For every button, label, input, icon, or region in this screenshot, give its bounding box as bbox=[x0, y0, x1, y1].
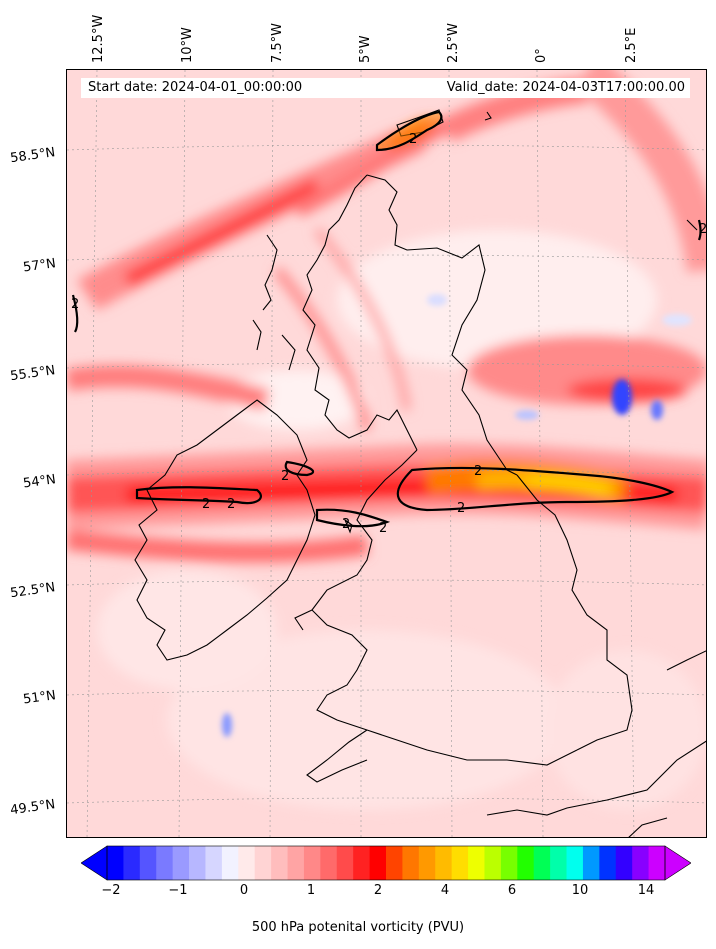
colorbar-cell bbox=[402, 846, 420, 880]
lat-label-52.5n: 52.5°N bbox=[9, 580, 57, 602]
colorbar-cell bbox=[336, 846, 354, 880]
colorbar-cell bbox=[123, 846, 141, 880]
colorbar-cell bbox=[303, 846, 321, 880]
colorbar-cell bbox=[435, 846, 453, 880]
contour-label-2: 2 bbox=[409, 132, 417, 147]
lon-label-2.5e: 2.5°E bbox=[624, 27, 639, 63]
colorbar-outline bbox=[106, 845, 666, 881]
colorbar-under-arrow bbox=[81, 845, 108, 881]
colorbar bbox=[81, 845, 691, 881]
colorbar-cell bbox=[648, 846, 666, 880]
colorbar-cell bbox=[139, 846, 157, 880]
pv-field-map: 2 2 2 2 2 2 2 2 2 2 bbox=[67, 70, 707, 837]
colorbar-cell bbox=[533, 846, 551, 880]
colorbar-cell bbox=[353, 846, 371, 880]
colorbar-tick-label: 14 bbox=[637, 883, 655, 898]
lon-label-0: 0° bbox=[534, 48, 549, 63]
negative-pv-patches bbox=[222, 294, 692, 737]
contour-label-2: 2 bbox=[342, 517, 350, 532]
colorbar-cell bbox=[172, 846, 190, 880]
lon-label-10w: 10°W bbox=[180, 27, 195, 63]
colorbar-over-arrow bbox=[664, 845, 691, 881]
colorbar-cell bbox=[254, 846, 272, 880]
lon-label-5w: 5°W bbox=[358, 35, 373, 63]
colorbar-title: 500 hPa potenital vorticity (PVU) bbox=[251, 920, 465, 935]
contour-label-2: 2 bbox=[457, 501, 465, 516]
contour-label-2: 2 bbox=[699, 222, 707, 237]
lat-label-55.5n: 55.5°N bbox=[9, 363, 57, 385]
colorbar-tick-label: 10 bbox=[571, 883, 589, 898]
coastlines bbox=[134, 109, 706, 837]
colorbar-cell bbox=[386, 846, 403, 880]
contour-label-2: 2 bbox=[281, 469, 289, 484]
colorbar-cells bbox=[107, 846, 666, 880]
colorbar-cell bbox=[107, 846, 124, 880]
pv-contours bbox=[71, 110, 702, 528]
colorbar-cell bbox=[156, 846, 174, 880]
colorbar-cell bbox=[451, 846, 469, 880]
colorbar-cell bbox=[500, 846, 518, 880]
date-info-box: Start date: 2024-04-01_00:00:00 Valid_da… bbox=[81, 78, 690, 98]
colorbar-cell bbox=[599, 846, 617, 880]
lat-label-49.5n: 49.5°N bbox=[9, 797, 57, 819]
colorbar-cell bbox=[566, 846, 584, 880]
colorbar-cell bbox=[189, 846, 206, 880]
colorbar-cell bbox=[582, 846, 600, 880]
colorbar-cell bbox=[221, 846, 239, 880]
contour-label-2: 2 bbox=[379, 521, 387, 536]
colorbar-cell bbox=[517, 846, 535, 880]
colorbar-cell bbox=[320, 846, 338, 880]
colorbar-tick-label: 6 bbox=[507, 883, 517, 898]
colorbar-cell bbox=[632, 846, 650, 880]
colorbar-cell bbox=[550, 846, 568, 880]
lat-label-58.5n: 58.5°N bbox=[9, 145, 57, 167]
colorbar-cell bbox=[369, 846, 387, 880]
lon-label-12.5w: 12.5°W bbox=[91, 14, 106, 63]
colorbar-cell bbox=[484, 846, 502, 880]
colorbar-cell bbox=[418, 846, 436, 880]
contour-label-2: 2 bbox=[71, 297, 79, 312]
contour-label-2: 2 bbox=[474, 464, 482, 479]
lat-label-51n: 51°N bbox=[22, 688, 57, 708]
contour-label-2: 2 bbox=[202, 497, 210, 512]
lon-label-7.5w: 7.5°W bbox=[270, 22, 285, 63]
graticule bbox=[67, 70, 706, 837]
lat-label-57n: 57°N bbox=[22, 256, 57, 276]
colorbar-cell bbox=[238, 846, 256, 880]
colorbar-tick-label: −1 bbox=[168, 883, 188, 898]
colorbar-tick-label: 1 bbox=[306, 883, 316, 898]
contour-label-2: 2 bbox=[227, 497, 235, 512]
contour-labels: 2 2 2 2 2 2 2 2 2 2 bbox=[71, 132, 707, 536]
start-date-label: Start date: 2024-04-01_00:00:00 bbox=[88, 80, 303, 95]
colorbar-tick-label: 2 bbox=[373, 883, 383, 898]
colorbar-cell bbox=[205, 846, 223, 880]
valid-date-label: Valid_date: 2024-04-03T17:00:00.00 bbox=[446, 80, 685, 95]
colorbar-cell bbox=[287, 846, 305, 880]
lat-label-54n: 54°N bbox=[22, 472, 57, 492]
map-panel: 2 2 2 2 2 2 2 2 2 2 bbox=[66, 69, 707, 838]
lon-label-2.5w: 2.5°W bbox=[446, 22, 461, 63]
colorbar-tick-label: 0 bbox=[239, 883, 249, 898]
colorbar-cell bbox=[615, 846, 633, 880]
colorbar-cell bbox=[468, 846, 485, 880]
colorbar-cell bbox=[271, 846, 289, 880]
colorbar-tick-label: 4 bbox=[440, 883, 450, 898]
colorbar-tick-label: −2 bbox=[101, 883, 121, 898]
